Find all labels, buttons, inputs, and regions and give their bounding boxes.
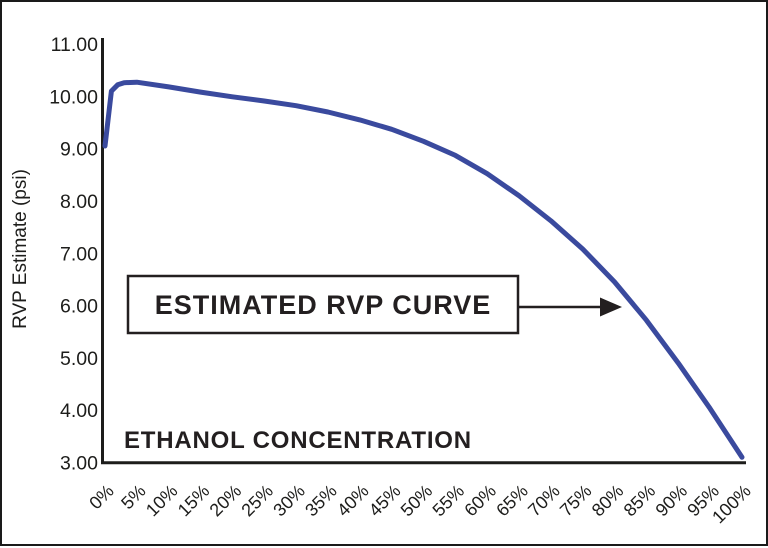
x-tick-label: 55% [429, 481, 469, 521]
y-tick-label: 4.00 [60, 400, 98, 422]
annotation-arrow-head-icon [600, 297, 622, 317]
x-tick-label: 50% [397, 481, 437, 521]
annotation-box [126, 274, 520, 335]
annotation-label: ESTIMATED RVP CURVE [155, 290, 492, 320]
x-tick-label: 25% [237, 481, 277, 521]
x-axis-tick-labels: 0% 5%10%15%20%25%30%35%40%45%50%55%60%65%… [85, 481, 755, 528]
y-tick-label: 11.00 [51, 34, 99, 56]
x-tick-label: 60% [460, 481, 500, 521]
x-tick-label: 65% [492, 481, 532, 521]
annotation-callout: ESTIMATED RVP CURVE [126, 274, 622, 335]
x-tick-label: 20% [206, 481, 246, 521]
y-tick-label: 10.00 [49, 86, 98, 108]
x-axis-title: ETHANOL CONCENTRATION [124, 427, 472, 454]
x-tick-label: 0% [85, 481, 118, 514]
y-axis-title: RVP Estimate (psi) [10, 169, 31, 329]
x-tick-label: 15% [174, 481, 214, 521]
x-tick-label: 30% [269, 481, 309, 521]
x-tick-label: 90% [652, 481, 692, 521]
x-tick-label: 75% [556, 481, 596, 521]
x-tick-label: 85% [620, 481, 660, 521]
y-tick-label: 5.00 [60, 348, 98, 370]
x-tick-label: 45% [365, 481, 405, 521]
y-tick-label: 8.00 [60, 191, 98, 213]
rvp-curve-line [102, 79, 745, 460]
x-tick-label: 35% [301, 481, 341, 521]
x-tick-label: 10% [142, 481, 182, 521]
y-tick-label: 6.00 [60, 296, 98, 318]
x-tick-label: 70% [524, 481, 564, 521]
x-tick-label: 40% [333, 481, 373, 521]
y-tick-label: 9.00 [60, 139, 98, 161]
y-axis-tick-labels: 11.00 10.00 9.00 8.00 7.00 6.00 5.00 4.00 3.00 [49, 34, 98, 475]
x-tick-label: 80% [588, 481, 628, 521]
y-tick-label: 3.00 [60, 453, 98, 475]
y-tick-label: 7.00 [60, 243, 98, 265]
